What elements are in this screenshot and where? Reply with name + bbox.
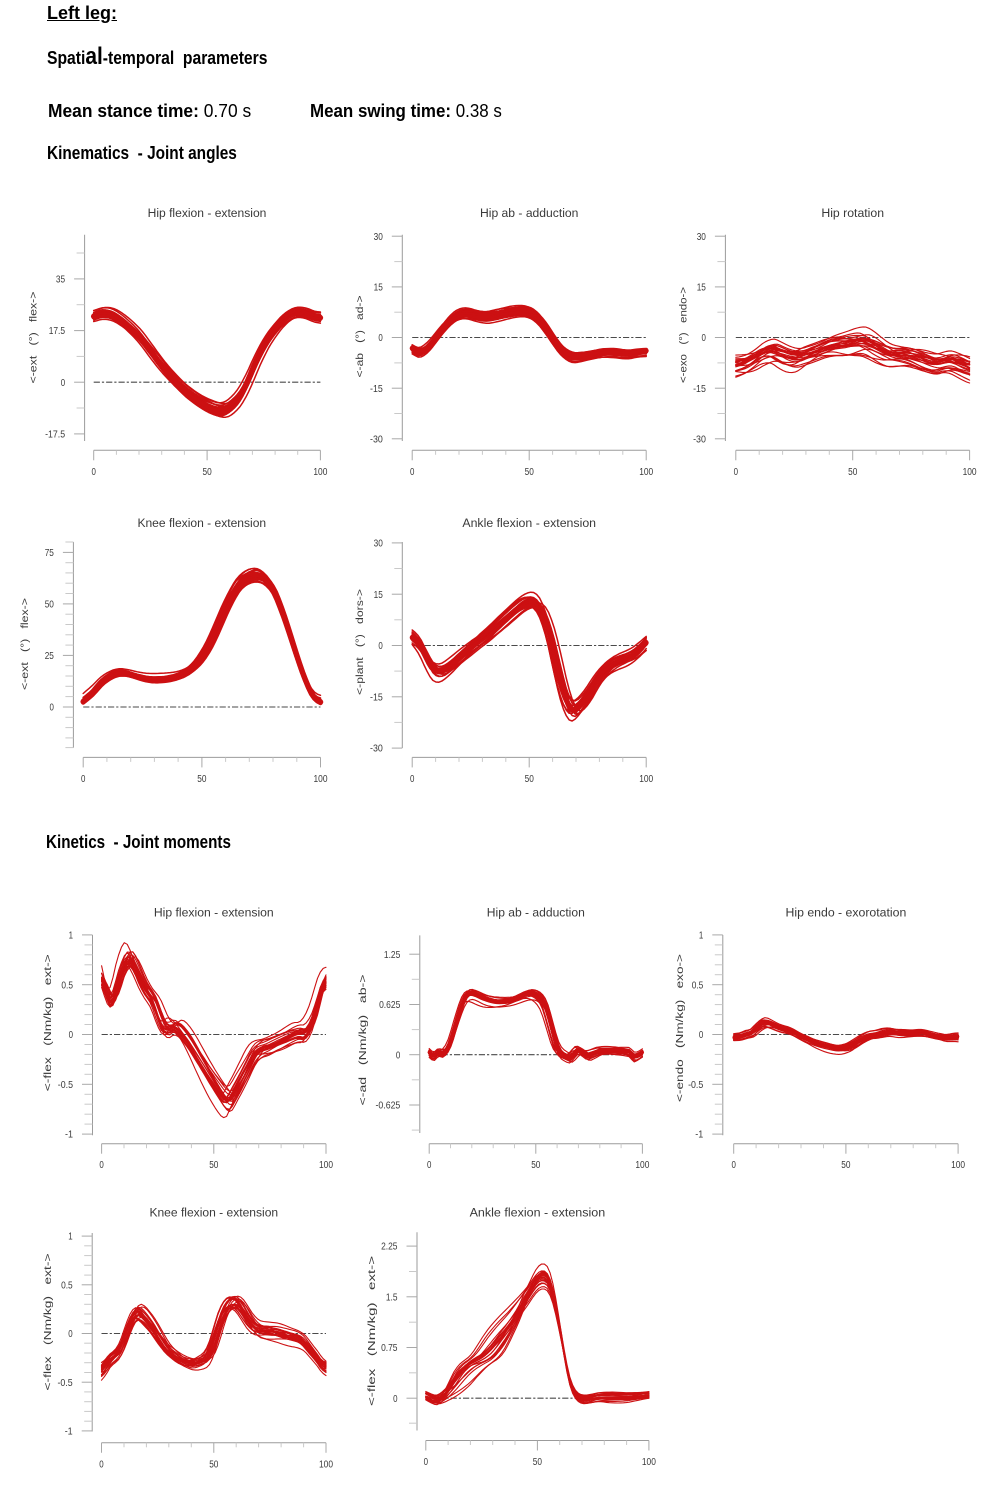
svg-text:0: 0 [50,703,55,714]
svg-text:0: 0 [699,1030,704,1041]
svg-text:2.25: 2.25 [381,1242,398,1253]
svg-text:<-ext (°) flex->: <-ext (°) flex-> [19,598,31,690]
svg-text:0: 0 [396,1050,401,1061]
svg-text:100: 100 [639,467,654,478]
svg-text:<-flex (Nm/kg) ext->: <-flex (Nm/kg) ext-> [42,954,54,1091]
svg-text:-30: -30 [693,434,706,445]
svg-text:Ankle flexion - extension: Ankle flexion - extension [470,1206,606,1220]
svg-text:0: 0 [732,1160,737,1171]
svg-text:75: 75 [45,548,54,559]
svg-text:0: 0 [702,333,707,344]
svg-text:15: 15 [697,283,706,294]
svg-text:1.5: 1.5 [386,1292,398,1303]
svg-text:100: 100 [642,1457,657,1468]
svg-text:<-plant (°) dors->: <-plant (°) dors-> [354,589,366,695]
svg-text:Hip ab - adduction: Hip ab - adduction [487,906,585,920]
svg-text:100: 100 [319,1459,334,1470]
svg-text:50: 50 [209,1160,219,1171]
svg-text:50: 50 [525,774,535,785]
svg-text:0: 0 [378,641,383,652]
svg-text:0.625: 0.625 [379,1000,400,1011]
svg-text:-15: -15 [370,692,383,703]
svg-text:1: 1 [69,931,74,942]
svg-text:-1: -1 [65,1130,73,1141]
svg-text:0: 0 [427,1160,432,1171]
svg-text:50: 50 [209,1459,219,1470]
svg-text:100: 100 [951,1160,966,1171]
svg-text:100: 100 [313,467,328,478]
svg-text:-17.5: -17.5 [45,430,65,441]
svg-text:50: 50 [533,1457,543,1468]
svg-text:0: 0 [734,467,739,478]
svg-text:17.5: 17.5 [49,326,66,337]
svg-text:50: 50 [531,1160,541,1171]
svg-text:50: 50 [848,467,858,478]
svg-text:0: 0 [68,1329,73,1340]
svg-text:0: 0 [378,333,383,344]
svg-text:0: 0 [61,378,66,389]
svg-text:1.25: 1.25 [384,950,401,961]
svg-text:Ankle flexion - extension: Ankle flexion - extension [462,516,596,530]
svg-text:<-endo (Nm/kg) exo->: <-endo (Nm/kg) exo-> [674,954,686,1102]
svg-text:0.5: 0.5 [61,1280,73,1291]
svg-text:1: 1 [699,931,704,942]
svg-text:50: 50 [197,774,207,785]
svg-text:-0.5: -0.5 [688,1080,703,1091]
svg-text:-1: -1 [695,1130,703,1141]
svg-text:-1: -1 [65,1427,73,1438]
svg-text:30: 30 [697,232,706,243]
svg-text:<-ext (°) flex->: <-ext (°) flex-> [28,292,40,384]
svg-text:30: 30 [374,539,383,550]
svg-text:0: 0 [99,1459,104,1470]
svg-text:15: 15 [374,283,383,294]
svg-text:Knee flexion - extension: Knee flexion - extension [137,516,266,530]
svg-text:-30: -30 [370,434,383,445]
svg-text:100: 100 [639,774,654,785]
svg-text:Hip endo - exorotation: Hip endo - exorotation [786,906,907,920]
svg-text:<-flex (Nm/kg) ext->: <-flex (Nm/kg) ext-> [366,1256,378,1406]
svg-text:0: 0 [393,1394,398,1405]
svg-text:0.5: 0.5 [692,980,704,991]
svg-text:0: 0 [99,1160,104,1171]
svg-text:-0.625: -0.625 [376,1101,401,1112]
svg-text:30: 30 [374,232,383,243]
svg-text:15: 15 [374,590,383,601]
svg-text:0: 0 [424,1457,429,1468]
svg-text:25: 25 [45,651,54,662]
svg-text:-0.5: -0.5 [58,1378,73,1389]
svg-text:-15: -15 [693,384,706,395]
svg-text:<-ad (Nm/kg) ab->: <-ad (Nm/kg) ab-> [357,975,369,1106]
svg-text:Hip ab - adduction: Hip ab - adduction [480,206,578,220]
svg-text:Hip flexion - extension: Hip flexion - extension [154,906,274,920]
svg-text:0: 0 [69,1030,74,1041]
svg-text:-15: -15 [370,384,383,395]
svg-text:100: 100 [963,467,978,478]
svg-text:50: 50 [525,467,535,478]
svg-text:50: 50 [841,1160,851,1171]
svg-text:Knee flexion - extension: Knee flexion - extension [149,1206,278,1220]
svg-text:<-ab (°) ad->: <-ab (°) ad-> [354,296,366,378]
svg-text:-0.5: -0.5 [58,1080,73,1091]
svg-text:<-exo (°) endo->: <-exo (°) endo-> [678,287,690,383]
svg-text:100: 100 [635,1160,650,1171]
svg-text:50: 50 [203,467,213,478]
svg-text:Hip rotation: Hip rotation [821,206,884,220]
svg-text:0: 0 [92,467,97,478]
svg-text:1: 1 [68,1232,73,1243]
svg-text:<-flex (Nm/kg) ext->: <-flex (Nm/kg) ext-> [42,1254,54,1391]
svg-text:35: 35 [56,275,65,286]
svg-text:100: 100 [314,774,329,785]
svg-text:Hip flexion - extension: Hip flexion - extension [148,206,267,220]
svg-text:0.75: 0.75 [381,1343,398,1354]
svg-text:0: 0 [410,467,415,478]
svg-text:100: 100 [319,1160,334,1171]
svg-text:50: 50 [45,600,54,611]
svg-text:0: 0 [410,774,415,785]
svg-text:-30: -30 [370,744,383,755]
svg-text:0.5: 0.5 [61,980,73,991]
svg-text:0: 0 [81,774,86,785]
